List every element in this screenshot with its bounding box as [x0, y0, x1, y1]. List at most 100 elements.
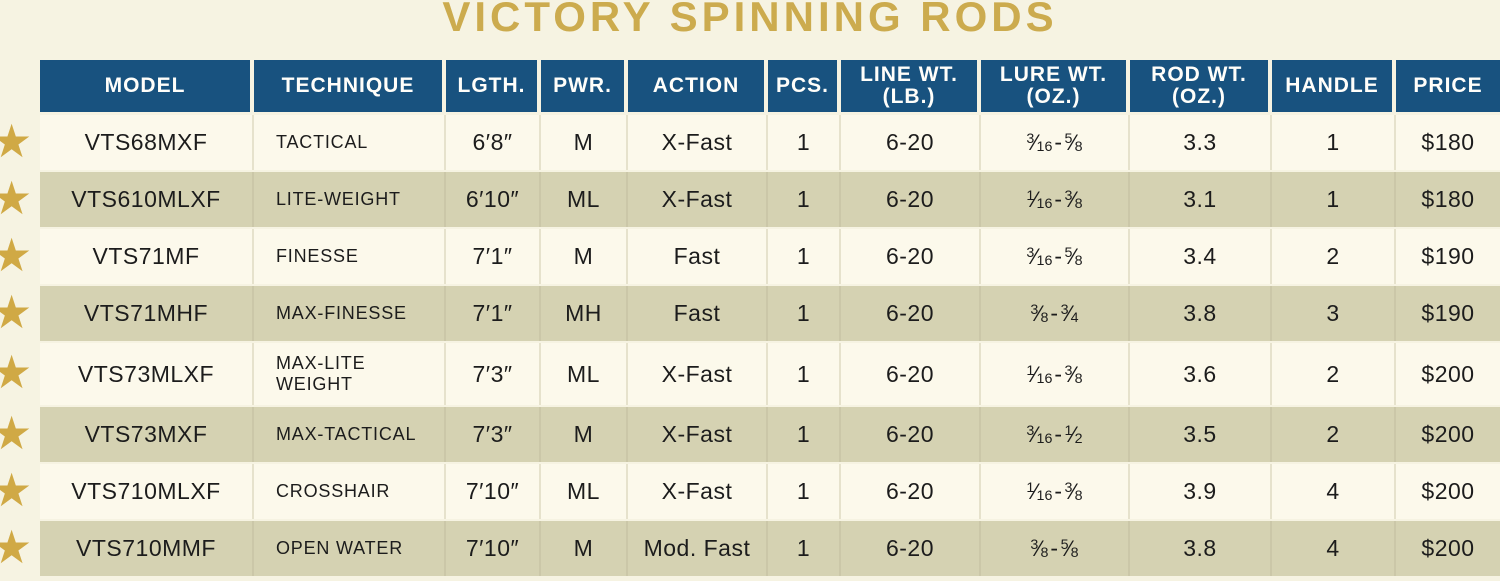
- cell-model: VTS610MLXF: [40, 172, 254, 227]
- cell-power: ML: [541, 172, 628, 227]
- table-row: ★ VTS73MLXF MAX-LITE WEIGHT 7′3″ ML X-Fast 1 6-…: [0, 343, 1500, 405]
- cell-length: 7′3″: [446, 343, 541, 405]
- cell-power: M: [541, 407, 628, 462]
- header-cell-price: PRICE: [1396, 60, 1500, 112]
- star-icon: ★: [0, 228, 33, 281]
- cell-handle: 3: [1272, 286, 1396, 341]
- cell-length: 7′10″: [446, 464, 541, 519]
- star-icon: ★: [0, 171, 33, 224]
- cell-power: M: [541, 521, 628, 576]
- header-cell-lure-wt: LURE WT. (OZ.): [981, 60, 1130, 112]
- cell-line-wt: 6-20: [841, 229, 981, 284]
- cell-price: $200: [1396, 343, 1500, 405]
- cell-length: 6′8″: [446, 115, 541, 170]
- cell-line-wt: 6-20: [841, 464, 981, 519]
- star-icon: ★: [0, 406, 33, 459]
- cell-handle: 1: [1272, 115, 1396, 170]
- cell-action: Fast: [628, 229, 768, 284]
- cell-technique: MAX-FINESSE: [254, 286, 446, 341]
- cell-lure-wt: 3⁄16-5⁄8: [981, 115, 1130, 170]
- cell-handle: 1: [1272, 172, 1396, 227]
- header-cell-power: PWR.: [541, 60, 628, 112]
- star-icon: ★: [0, 346, 33, 398]
- cell-power: ML: [541, 464, 628, 519]
- cell-rod-wt: 3.3: [1130, 115, 1272, 170]
- row-star-gutter: ★: [0, 229, 40, 284]
- table-row: ★ VTS710MMF OPEN WATER 7′10″ M Mod. Fast 1 6-20…: [0, 521, 1500, 576]
- header-cell-line-wt: LINE WT. (LB.): [841, 60, 981, 112]
- row-star-gutter: ★: [0, 464, 40, 519]
- cell-lure-wt: 3⁄16-1⁄2: [981, 407, 1130, 462]
- cell-lure-wt: 3⁄8-3⁄4: [981, 286, 1130, 341]
- row-star-gutter: ★: [0, 521, 40, 576]
- cell-line-wt: 6-20: [841, 172, 981, 227]
- cell-lure-wt: 3⁄8-5⁄8: [981, 521, 1130, 576]
- cell-pcs: 1: [768, 229, 841, 284]
- cell-rod-wt: 3.9: [1130, 464, 1272, 519]
- header-cell-technique: TECHNIQUE: [254, 60, 446, 112]
- cell-model: VTS73MLXF: [40, 343, 254, 405]
- cell-rod-wt: 3.8: [1130, 521, 1272, 576]
- cell-action: Fast: [628, 286, 768, 341]
- cell-model: VTS73MXF: [40, 407, 254, 462]
- cell-technique: LITE-WEIGHT: [254, 172, 446, 227]
- header-cells: MODEL TECHNIQUE LGTH. PWR. ACTION PCS. LINE WT…: [40, 60, 1500, 112]
- cell-length: 7′3″: [446, 407, 541, 462]
- cell-pcs: 1: [768, 464, 841, 519]
- cell-lure-wt: 3⁄16-5⁄8: [981, 229, 1130, 284]
- header-cell-length: LGTH.: [446, 60, 541, 112]
- row-star-gutter: ★: [0, 286, 40, 341]
- cell-action: X-Fast: [628, 172, 768, 227]
- cell-power: M: [541, 229, 628, 284]
- cell-price: $200: [1396, 464, 1500, 519]
- cell-line-wt: 6-20: [841, 115, 981, 170]
- cell-line-wt: 6-20: [841, 521, 981, 576]
- cell-model: VTS71MF: [40, 229, 254, 284]
- cell-action: Mod. Fast: [628, 521, 768, 576]
- cell-pcs: 1: [768, 286, 841, 341]
- table-row: ★ VTS71MF FINESSE 7′1″ M Fast 1 6-20 3⁄16-5⁄8 3.4…: [0, 229, 1500, 284]
- star-icon: ★: [0, 463, 33, 516]
- cell-technique: CROSSHAIR: [254, 464, 446, 519]
- page-title: VICTORY SPINNING RODS: [442, 0, 1058, 40]
- cell-handle: 4: [1272, 521, 1396, 576]
- cell-length: 6′10″: [446, 172, 541, 227]
- cell-price: $180: [1396, 115, 1500, 170]
- header-cell-pcs: PCS.: [768, 60, 841, 112]
- cell-pcs: 1: [768, 343, 841, 405]
- cell-technique: TACTICAL: [254, 115, 446, 170]
- header-cell-handle: HANDLE: [1272, 60, 1396, 112]
- cell-action: X-Fast: [628, 464, 768, 519]
- cell-power: ML: [541, 343, 628, 405]
- cell-power: M: [541, 115, 628, 170]
- cell-action: X-Fast: [628, 407, 768, 462]
- cell-pcs: 1: [768, 407, 841, 462]
- cell-line-wt: 6-20: [841, 343, 981, 405]
- table-header-row: MODEL TECHNIQUE LGTH. PWR. ACTION PCS. LINE WT…: [0, 60, 1500, 112]
- cell-technique: MAX-TACTICAL: [254, 407, 446, 462]
- cell-lure-wt: 1⁄16-3⁄8: [981, 464, 1130, 519]
- cell-power: MH: [541, 286, 628, 341]
- cell-rod-wt: 3.5: [1130, 407, 1272, 462]
- cell-price: $190: [1396, 229, 1500, 284]
- cell-action: X-Fast: [628, 115, 768, 170]
- table-row: ★ VTS71MHF MAX-FINESSE 7′1″ MH Fast 1 6-20 3⁄8-3…: [0, 286, 1500, 341]
- table-row: ★ VTS73MXF MAX-TACTICAL 7′3″ M X-Fast 1 6-20 3⁄1…: [0, 407, 1500, 462]
- cell-handle: 2: [1272, 229, 1396, 284]
- star-icon: ★: [0, 285, 33, 338]
- cell-lure-wt: 1⁄16-3⁄8: [981, 343, 1130, 405]
- cell-price: $200: [1396, 407, 1500, 462]
- cell-length: 7′10″: [446, 521, 541, 576]
- cell-price: $190: [1396, 286, 1500, 341]
- cell-technique: MAX-LITE WEIGHT: [254, 343, 446, 405]
- table-row: ★ VTS710MLXF CROSSHAIR 7′10″ ML X-Fast 1 6-20 1⁄…: [0, 464, 1500, 519]
- header-cell-action: ACTION: [628, 60, 768, 112]
- cell-pcs: 1: [768, 115, 841, 170]
- cell-handle: 2: [1272, 343, 1396, 405]
- cell-model: VTS710MMF: [40, 521, 254, 576]
- cell-price: $200: [1396, 521, 1500, 576]
- star-icon: ★: [0, 520, 33, 573]
- header-cell-model: MODEL: [40, 60, 254, 112]
- row-star-gutter: ★: [0, 407, 40, 462]
